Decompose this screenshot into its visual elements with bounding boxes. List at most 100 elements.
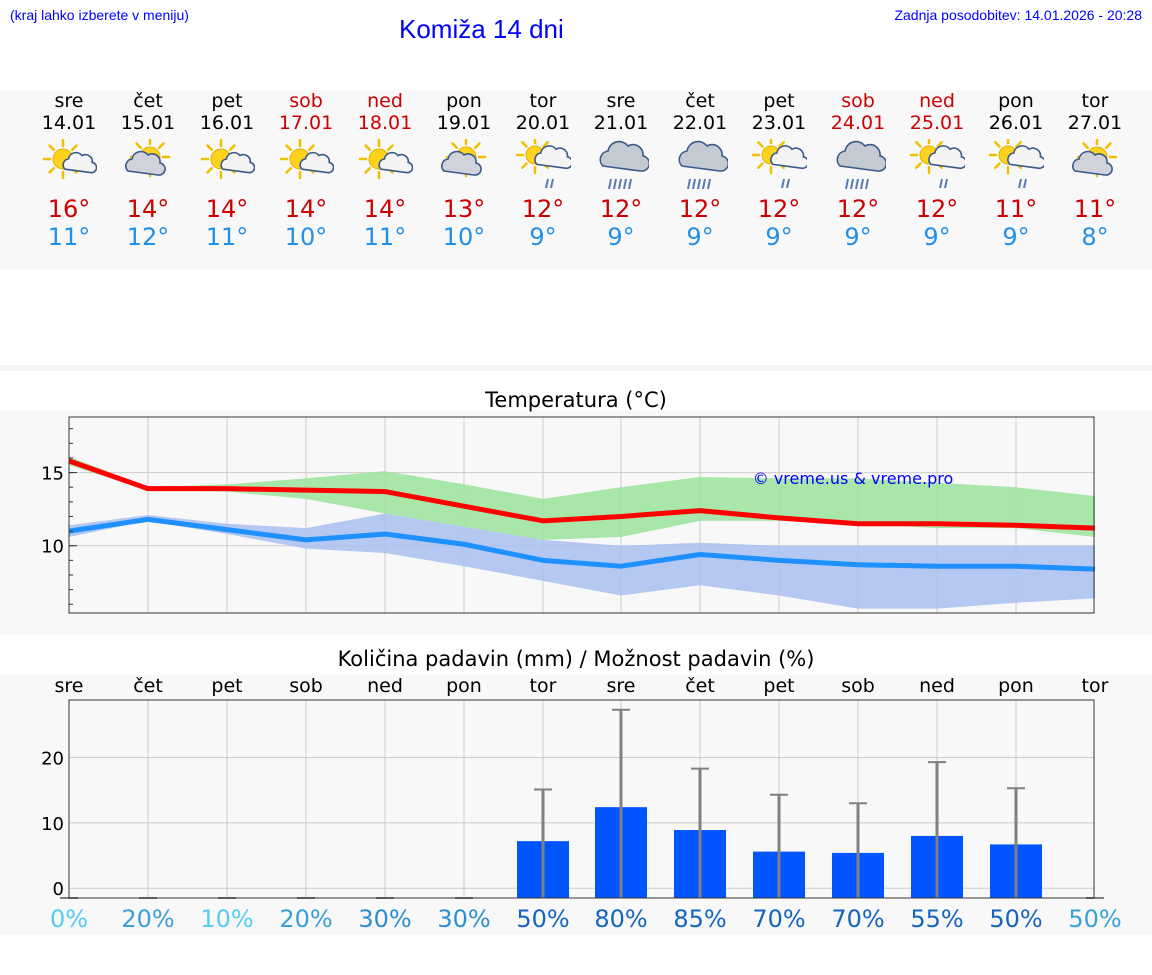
weather-icon <box>988 139 1044 189</box>
day-column: tor 27.01 11° 8° <box>1050 90 1140 251</box>
day-name: pet <box>211 90 243 112</box>
max-temp: 14° <box>126 195 170 223</box>
weather-icon <box>678 140 728 189</box>
day-name: sre <box>54 90 84 112</box>
watermark: © vreme.us & vreme.pro <box>753 469 954 488</box>
day-date: 15.01 <box>120 112 176 134</box>
min-temp: 8° <box>1081 223 1109 251</box>
min-temp: 9° <box>607 223 635 251</box>
precip-probability: 70% <box>752 905 805 933</box>
min-temp: 11° <box>205 223 249 251</box>
weather-icon <box>909 139 965 189</box>
y-tick-label: 0 <box>53 879 64 900</box>
cloud-rain-icon <box>599 140 649 189</box>
day-name: čet <box>133 90 163 112</box>
day-name: ned <box>919 90 955 112</box>
day-date: 23.01 <box>751 112 807 134</box>
max-temp: 11° <box>994 195 1038 223</box>
day-date: 19.01 <box>436 112 492 134</box>
min-temp: 12° <box>126 223 170 251</box>
day-column: sre 14.01 16° 11° <box>24 90 114 251</box>
sun-cloud-icon <box>358 139 413 180</box>
day-date: 26.01 <box>988 112 1044 134</box>
day-date: 16.01 <box>199 112 255 134</box>
location-menu-hint[interactable]: (kraj lahko izberete v meniju) <box>10 7 189 23</box>
day-column: pon 19.01 13° 10° <box>419 90 509 251</box>
sun-cloud-icon <box>42 139 97 180</box>
day-column: sob 24.01 12° 9° <box>813 90 903 251</box>
day-date: 14.01 <box>41 112 97 134</box>
max-temp: 11° <box>1073 195 1117 223</box>
weather-icon <box>200 139 255 180</box>
day-column: sob 17.01 14° 10° <box>261 90 351 251</box>
x-tick-label: pon <box>446 675 482 697</box>
day-name: sre <box>606 90 636 112</box>
day-date: 22.01 <box>672 112 728 134</box>
x-tick-label: sre <box>55 675 84 697</box>
max-temp: 13° <box>442 195 486 223</box>
max-temp: 12° <box>757 195 801 223</box>
min-temp: 9° <box>529 223 557 251</box>
day-column: pet 23.01 12° 9° <box>734 90 824 251</box>
day-date: 20.01 <box>515 112 571 134</box>
x-tick-label: pet <box>763 675 794 697</box>
precip-probability: 50% <box>516 905 569 933</box>
x-tick-label: sob <box>289 675 323 697</box>
max-temp: 14° <box>284 195 328 223</box>
x-tick-label: tor <box>530 675 557 697</box>
precip-probability: 10% <box>200 905 253 933</box>
min-temp: 10° <box>284 223 328 251</box>
weather-icon <box>836 140 886 189</box>
day-column: čet 15.01 14° 12° <box>103 90 193 251</box>
max-temp: 16° <box>47 195 91 223</box>
x-tick-label: ned <box>919 675 955 697</box>
precip-probability: 50% <box>989 905 1042 933</box>
day-name: tor <box>1081 90 1109 112</box>
forecast-band <box>0 90 1152 270</box>
min-temp: 10° <box>442 223 486 251</box>
separator <box>0 365 1152 371</box>
weather-icon <box>42 139 97 180</box>
x-tick-label: čet <box>685 675 715 697</box>
precip-probability: 50% <box>1068 905 1121 933</box>
sun-cloud-icon <box>200 139 255 180</box>
x-tick-label: pet <box>211 675 242 697</box>
sun-cloud-light-rain-icon <box>988 139 1044 189</box>
max-temp: 14° <box>205 195 249 223</box>
weather-icon <box>1072 139 1118 178</box>
precip-probability: 85% <box>673 905 726 933</box>
weather-icon <box>358 139 413 180</box>
day-column: ned 25.01 12° 9° <box>892 90 982 251</box>
max-temp: 12° <box>678 195 722 223</box>
last-update: Zadnja posodobitev: 14.01.2026 - 20:28 <box>894 7 1142 23</box>
max-temp: 12° <box>599 195 643 223</box>
day-name: čet <box>685 90 715 112</box>
day-date: 25.01 <box>909 112 965 134</box>
day-name: sob <box>841 90 875 112</box>
max-temp: 12° <box>836 195 880 223</box>
sun-cloud-light-rain-icon <box>909 139 965 189</box>
plot-frame <box>68 416 1095 614</box>
sun-cloud-light-rain-icon <box>515 139 571 189</box>
day-column: pet 16.01 14° 11° <box>182 90 272 251</box>
min-temp: 11° <box>47 223 91 251</box>
min-temp: 9° <box>686 223 714 251</box>
precip-probability: 80% <box>594 905 647 933</box>
day-name: sob <box>289 90 323 112</box>
day-date: 17.01 <box>278 112 334 134</box>
min-temp: 11° <box>363 223 407 251</box>
day-column: tor 20.01 12° 9° <box>498 90 588 251</box>
day-date: 24.01 <box>830 112 886 134</box>
day-column: sre 21.01 12° 9° <box>576 90 666 251</box>
day-name: pon <box>446 90 482 112</box>
weather-icon <box>599 140 649 189</box>
sun-cloud-light-rain-icon <box>751 139 807 189</box>
cloud-rain-icon <box>678 140 728 189</box>
precip-probability: 30% <box>358 905 411 933</box>
plot-frame <box>68 699 1095 899</box>
x-tick-label: sob <box>841 675 875 697</box>
day-date: 27.01 <box>1067 112 1123 134</box>
day-column: pon 26.01 11° 9° <box>971 90 1061 251</box>
precip-probability: 20% <box>279 905 332 933</box>
sun-cloud-icon <box>279 139 334 180</box>
